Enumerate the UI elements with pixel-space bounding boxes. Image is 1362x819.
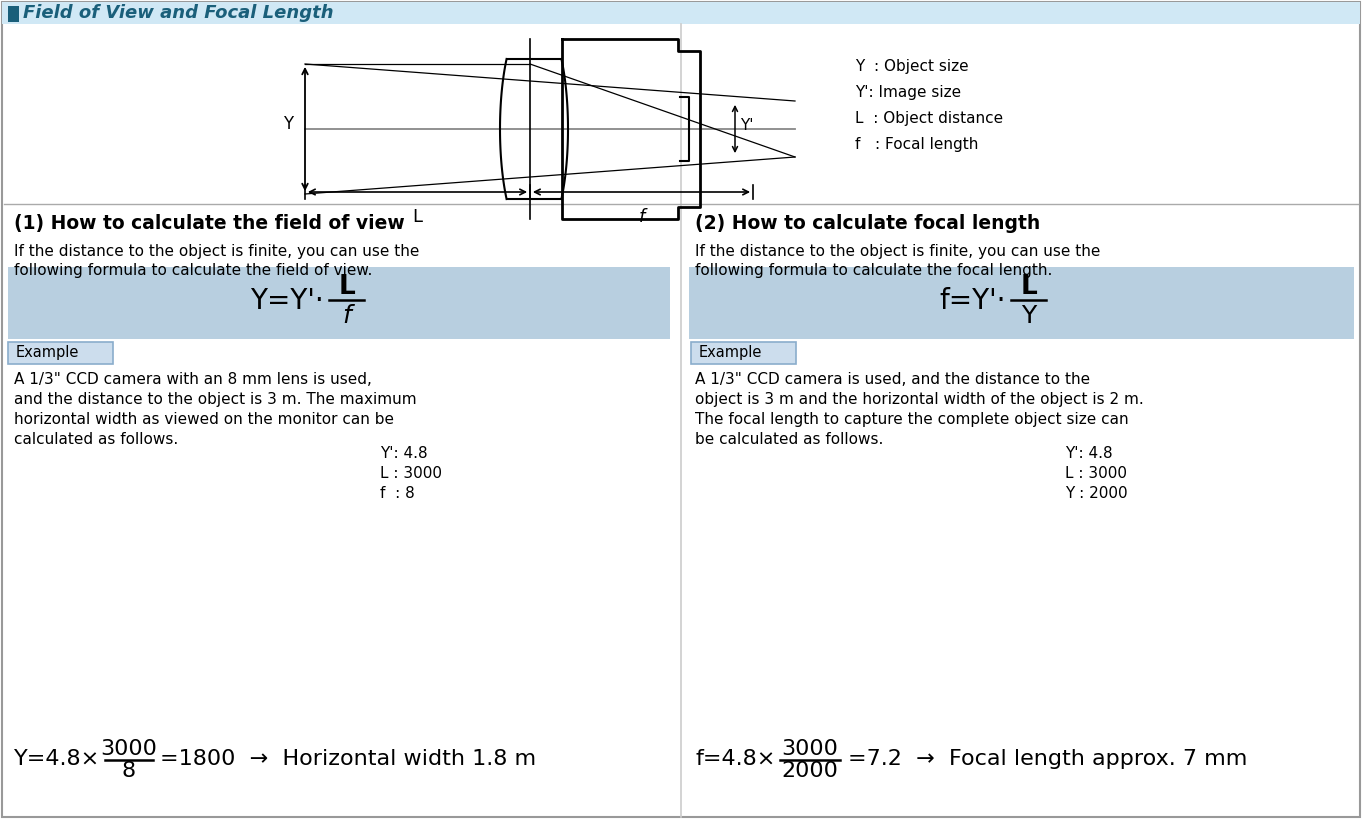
Text: calculated as follows.: calculated as follows. — [14, 432, 178, 447]
Text: Y=4.8×: Y=4.8× — [14, 749, 101, 769]
Text: Y=Y'·: Y=Y'· — [251, 287, 324, 315]
Text: 3000: 3000 — [101, 739, 158, 759]
FancyBboxPatch shape — [1, 2, 1361, 24]
Text: f=4.8×: f=4.8× — [695, 749, 775, 769]
Text: L  : Object distance: L : Object distance — [855, 111, 1004, 126]
Text: L: L — [1020, 274, 1038, 300]
Text: Y : 2000: Y : 2000 — [1065, 486, 1128, 501]
Text: If the distance to the object is finite, you can use the: If the distance to the object is finite,… — [695, 244, 1100, 259]
Text: f=Y'·: f=Y'· — [940, 287, 1007, 315]
Text: 2000: 2000 — [782, 761, 839, 781]
Text: Y': Image size: Y': Image size — [855, 85, 962, 100]
Text: following formula to calculate the field of view.: following formula to calculate the field… — [14, 263, 372, 278]
Text: Example: Example — [16, 346, 79, 360]
Text: object is 3 m and the horizontal width of the object is 2 m.: object is 3 m and the horizontal width o… — [695, 392, 1144, 407]
Text: A 1/3" CCD camera is used, and the distance to the: A 1/3" CCD camera is used, and the dista… — [695, 372, 1090, 387]
Text: =1800  →  Horizontal width 1.8 m: =1800 → Horizontal width 1.8 m — [159, 749, 537, 769]
Text: Y': 4.8: Y': 4.8 — [380, 446, 428, 461]
Text: f   : Focal length: f : Focal length — [855, 137, 978, 152]
Text: f  : 8: f : 8 — [380, 486, 415, 501]
FancyBboxPatch shape — [691, 342, 795, 364]
Text: Y  : Object size: Y : Object size — [855, 59, 968, 74]
Text: L : 3000: L : 3000 — [380, 466, 443, 481]
Text: Y: Y — [283, 115, 293, 133]
Text: be calculated as follows.: be calculated as follows. — [695, 432, 884, 447]
Text: 8: 8 — [123, 761, 136, 781]
FancyBboxPatch shape — [8, 342, 113, 364]
FancyBboxPatch shape — [8, 267, 670, 339]
Text: L : 3000: L : 3000 — [1065, 466, 1126, 481]
Text: Example: Example — [699, 346, 763, 360]
Text: Field of View and Focal Length: Field of View and Focal Length — [23, 4, 334, 22]
Text: horizontal width as viewed on the monitor can be: horizontal width as viewed on the monito… — [14, 412, 394, 427]
Text: Y: Y — [1022, 304, 1036, 328]
Text: and the distance to the object is 3 m. The maximum: and the distance to the object is 3 m. T… — [14, 392, 417, 407]
FancyBboxPatch shape — [8, 6, 19, 22]
Text: (1) How to calculate the field of view: (1) How to calculate the field of view — [14, 214, 405, 233]
Text: f: f — [639, 208, 644, 226]
Text: A 1/3" CCD camera with an 8 mm lens is used,: A 1/3" CCD camera with an 8 mm lens is u… — [14, 372, 372, 387]
FancyBboxPatch shape — [689, 267, 1354, 339]
Text: 3000: 3000 — [782, 739, 839, 759]
Text: (2) How to calculate focal length: (2) How to calculate focal length — [695, 214, 1041, 233]
Text: The focal length to capture the complete object size can: The focal length to capture the complete… — [695, 412, 1129, 427]
Text: Y': 4.8: Y': 4.8 — [1065, 446, 1113, 461]
Text: following formula to calculate the focal length.: following formula to calculate the focal… — [695, 263, 1053, 278]
Text: =7.2  →  Focal length approx. 7 mm: =7.2 → Focal length approx. 7 mm — [849, 749, 1248, 769]
Text: L: L — [413, 208, 422, 226]
Text: L: L — [339, 274, 355, 300]
Text: f: f — [343, 304, 351, 328]
Text: If the distance to the object is finite, you can use the: If the distance to the object is finite,… — [14, 244, 419, 259]
Text: Y': Y' — [740, 119, 753, 133]
